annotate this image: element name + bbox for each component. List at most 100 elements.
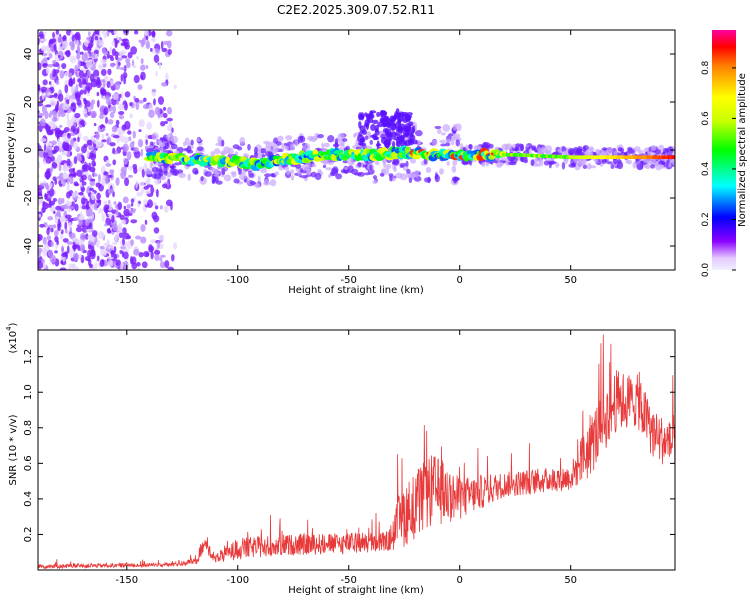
noise-blob: [70, 102, 76, 107]
noise-blob: [94, 262, 98, 270]
noise-blob: [86, 59, 93, 69]
excursion-blob: [379, 110, 384, 118]
noise-blob: [58, 124, 63, 128]
noise-blob: [147, 199, 153, 209]
halo-blob: [667, 162, 672, 168]
noise-blob: [100, 111, 104, 116]
noise-blob: [51, 116, 58, 122]
noise-blob: [70, 125, 76, 132]
halo-blob: [248, 173, 255, 178]
halo-blob: [650, 164, 655, 169]
noise-blob: [107, 245, 114, 250]
noise-blob: [38, 200, 42, 205]
noise-blob: [139, 181, 145, 187]
halo-blob: [247, 143, 251, 151]
noise-blob: [118, 103, 125, 111]
halo-blob: [671, 157, 675, 166]
noise-blob: [90, 51, 96, 59]
noise-blob: [103, 51, 108, 56]
noise-blob: [47, 216, 54, 221]
noise-blob: [130, 202, 134, 207]
excursion-blob: [411, 125, 416, 134]
noise-blob: [116, 98, 120, 105]
noise-blob: [107, 188, 114, 193]
noise-blob: [94, 201, 98, 208]
halo-blob: [434, 125, 442, 130]
noise-blob: [79, 51, 84, 55]
noise-blob: [64, 50, 71, 56]
excursion-blob: [376, 111, 381, 118]
halo-blob: [627, 148, 635, 154]
noise-blob: [122, 227, 127, 235]
halo-blob: [561, 161, 566, 170]
halo-blob: [399, 162, 407, 167]
noise-blob: [151, 47, 157, 54]
noise-blob: [78, 70, 85, 79]
halo-blob: [555, 162, 560, 168]
noise-blob: [114, 51, 119, 57]
noise-blob: [75, 93, 81, 102]
noise-blob: [115, 119, 120, 126]
noise-blob: [129, 112, 133, 119]
noise-blob: [67, 72, 73, 78]
noise-blob: [97, 173, 101, 183]
noise-blob: [141, 261, 148, 269]
noise-blob: [38, 62, 42, 71]
halo-blob: [329, 172, 335, 177]
noise-blob: [52, 31, 55, 39]
noise-blob: [113, 253, 118, 261]
noise-blob: [38, 213, 42, 218]
halo-blob: [431, 139, 438, 145]
noise-blob: [159, 257, 163, 262]
noise-blob: [122, 237, 125, 246]
noise-blob: [103, 32, 107, 39]
noise-blob: [38, 90, 41, 99]
noise-blob: [62, 172, 69, 180]
noise-blob: [69, 176, 74, 185]
halo-blob: [586, 162, 592, 170]
noise-blob: [126, 204, 131, 209]
noise-blob: [138, 200, 141, 205]
noise-blob: [77, 78, 82, 83]
noise-blob: [93, 173, 98, 177]
noise-blob: [126, 151, 132, 161]
noise-blob: [160, 254, 166, 258]
noise-blob: [71, 191, 78, 198]
noise-blob: [89, 241, 96, 247]
halo-blob: [383, 162, 387, 168]
noise-blob: [153, 227, 160, 234]
halo-blob: [437, 128, 442, 135]
noise-blob: [54, 235, 59, 243]
halo-blob: [389, 175, 393, 182]
noise-blob: [113, 135, 120, 139]
noise-blob: [57, 226, 61, 231]
halo-blob: [299, 168, 304, 173]
noise-blob: [112, 159, 117, 166]
noise-blob: [156, 241, 161, 249]
noise-blob: [120, 219, 127, 225]
halo-blob: [317, 168, 322, 174]
noise-blob: [122, 196, 129, 204]
halo-blob: [537, 147, 545, 153]
x-tick-label: -150: [115, 575, 138, 586]
halo-blob: [212, 168, 219, 174]
noise-blob: [49, 188, 55, 197]
noise-blob: [124, 102, 128, 111]
halo-blob: [178, 172, 187, 179]
excursion-blob: [398, 135, 405, 142]
noise-blob: [63, 127, 70, 133]
halo-blob: [610, 163, 615, 170]
noise-blob: [50, 241, 54, 248]
halo-blob: [297, 170, 302, 176]
noise-blob: [52, 197, 58, 202]
halo-blob: [300, 174, 308, 179]
halo-blob: [448, 133, 454, 137]
halo-blob: [240, 170, 247, 174]
noise-blob: [140, 58, 144, 65]
excursion-blob: [370, 124, 377, 132]
noise-blob: [87, 234, 94, 241]
excursion-blob: [402, 141, 407, 145]
halo-blob: [468, 144, 472, 149]
noise-blob: [42, 63, 48, 67]
colorbar-tick-label: 0.2: [701, 212, 711, 226]
